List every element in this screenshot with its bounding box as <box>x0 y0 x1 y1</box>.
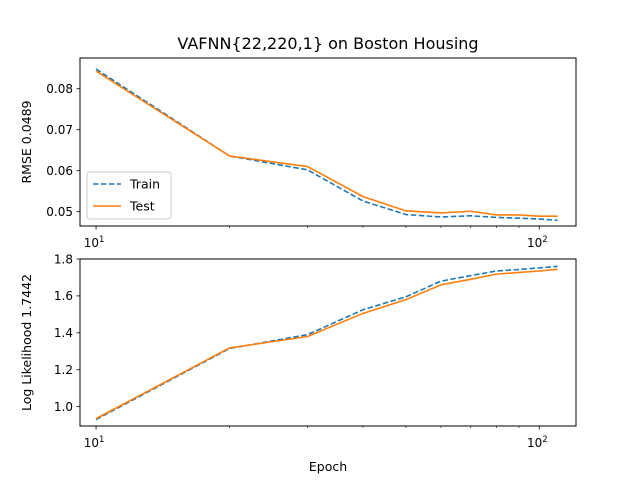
chart-title: VAFNN{22,220,1} on Boston Housing <box>177 34 478 53</box>
y-tick-label: 0.05 <box>46 205 73 219</box>
y-tick-label: 1.2 <box>54 363 73 377</box>
y-tick-label: 1.6 <box>54 289 73 303</box>
series-line-test <box>95 268 558 420</box>
legend-label-test: Test <box>129 199 155 214</box>
y-axis-label: Log Likelihood 1.7442 <box>19 274 34 411</box>
y-tick-label: 1.4 <box>54 326 73 340</box>
x-tick-label: 102 <box>527 435 548 450</box>
x-tick-label: 101 <box>84 235 105 250</box>
x-axis-label: Epoch <box>309 459 347 474</box>
legend-box <box>86 171 172 220</box>
legend: Train Test <box>86 171 172 220</box>
y-tick-label: 0.08 <box>46 82 73 96</box>
x-tick-label: 101 <box>84 435 105 450</box>
y-axis-label: RMSE 0.0489 <box>19 100 34 183</box>
series-line-train <box>95 265 558 421</box>
log-likelihood-subplot: 1.0 1.2 1.4 1.6 1.8 101 102 Log Likelihood 1.74… <box>19 252 577 474</box>
series-line-train <box>95 68 558 222</box>
y-tick-label: 0.06 <box>46 164 73 178</box>
axes-frame <box>79 258 577 427</box>
axes-frame <box>79 57 577 227</box>
x-tick-label: 102 <box>527 235 548 250</box>
legend-label-train: Train <box>129 177 160 192</box>
rmse-subplot: 0.05 0.06 0.07 0.08 101 102 RMSE 0.0489 Train Te… <box>19 57 577 250</box>
series-line-test <box>95 70 558 217</box>
y-tick-label: 0.07 <box>46 123 73 137</box>
y-tick-label: 1.0 <box>54 400 73 414</box>
y-tick-label: 1.8 <box>54 252 73 266</box>
